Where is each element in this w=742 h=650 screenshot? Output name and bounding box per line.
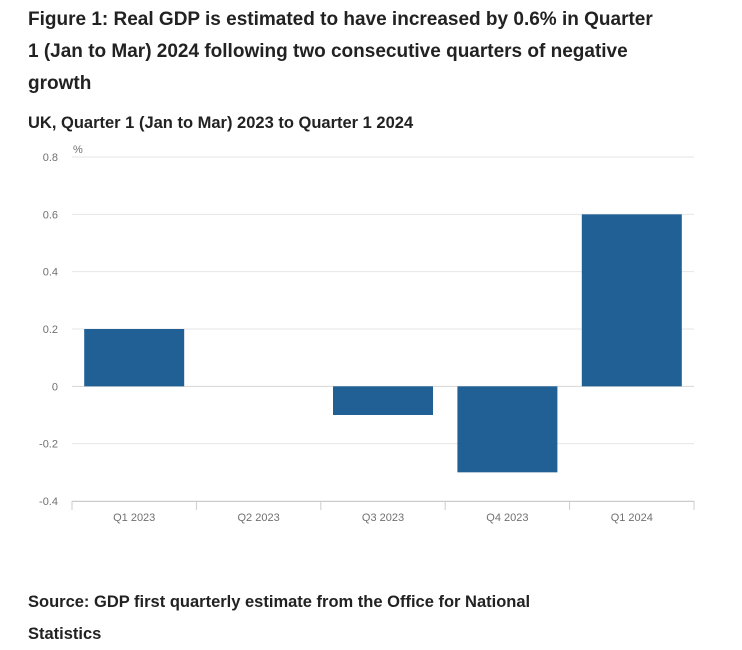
y-axis-unit-label: % xyxy=(73,144,83,156)
y-tick-label: -0.4 xyxy=(39,496,58,508)
figure-title: Figure 1: Real GDP is estimated to have … xyxy=(28,9,653,94)
bar-q1-2023 xyxy=(84,329,185,387)
x-tick-label: Q3 2023 xyxy=(362,512,404,524)
bar-q1-2024 xyxy=(581,214,682,387)
y-tick-label: -0.2 xyxy=(39,439,58,451)
y-tick-label: 0.6 xyxy=(43,209,58,221)
bar-q4-2023 xyxy=(457,386,558,473)
y-tick-label: 0.8 xyxy=(43,152,58,164)
x-axis: Q1 2023 Q2 2023 Q3 2023 Q4 2023 Q1 2024 xyxy=(71,501,695,524)
x-tick-label: Q1 2023 xyxy=(113,512,155,524)
x-tick-label: Q2 2023 xyxy=(237,512,279,524)
y-tick-label: 0.2 xyxy=(43,324,58,336)
y-tick-label: 0 xyxy=(52,381,58,393)
x-tick-label: Q1 2024 xyxy=(611,512,653,524)
source-note: Source: GDP first quarterly estimate fro… xyxy=(28,593,531,643)
figure-subtitle: UK, Quarter 1 (Jan to Mar) 2023 to Quart… xyxy=(28,114,414,132)
gdp-bar-chart: 0.8 0.6 0.4 0.2 0 -0.2 -0.4 % Q1 2023 Q2 2023 Q3… xyxy=(39,144,695,524)
y-axis-ticks: 0.8 0.6 0.4 0.2 0 -0.2 -0.4 xyxy=(39,152,58,508)
x-tick-label: Q4 2023 xyxy=(486,512,528,524)
bar-q3-2023 xyxy=(333,386,433,415)
y-tick-label: 0.4 xyxy=(43,267,58,279)
bars xyxy=(84,214,682,473)
